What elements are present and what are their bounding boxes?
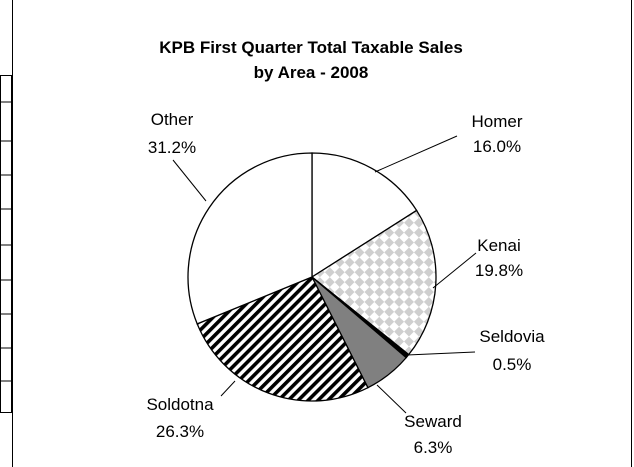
slice-name-label-other: Other	[151, 110, 194, 129]
pie-slice-homer[interactable]	[311, 152, 418, 279]
chart-title-line-1: KPB First Quarter Total Taxable Sales	[159, 38, 463, 57]
leader-line-kenai	[432, 252, 477, 289]
slice-name-label-seldovia: Seldovia	[479, 327, 545, 346]
leader-line-other	[172, 159, 207, 202]
slice-name-label-kenai: Kenai	[477, 236, 520, 255]
slice-name-label-homer: Homer	[471, 112, 522, 131]
chart-title-line-2: by Area - 2008	[254, 63, 369, 82]
pie-chart: KPB First Quarter Total Taxable Sales by…	[146, 38, 545, 457]
slice-percent-label-kenai: 19.8%	[475, 261, 523, 280]
spreadsheet-row-grid	[0, 75, 12, 413]
leader-line-soldotna	[220, 380, 236, 397]
slice-name-label-soldotna: Soldotna	[146, 395, 214, 414]
chart-container[interactable]: KPB First Quarter Total Taxable Sales by…	[12, 0, 632, 467]
pie-slice-other[interactable]	[187, 152, 313, 325]
pie-slice-soldotna[interactable]	[196, 276, 369, 402]
leader-line-seldovia	[406, 351, 476, 356]
slice-percent-label-seward: 6.3%	[414, 438, 453, 457]
slice-percent-label-seldovia: 0.5%	[493, 355, 532, 374]
slice-percent-label-soldotna: 26.3%	[156, 422, 204, 441]
slice-percent-label-other: 31.2%	[148, 138, 196, 157]
slice-percent-label-homer: 16.0%	[473, 137, 521, 156]
leader-line-homer	[374, 135, 458, 173]
leader-line-seward	[376, 384, 407, 414]
pie-slice-kenai[interactable]	[310, 209, 437, 356]
slice-name-label-seward: Seward	[404, 412, 462, 431]
